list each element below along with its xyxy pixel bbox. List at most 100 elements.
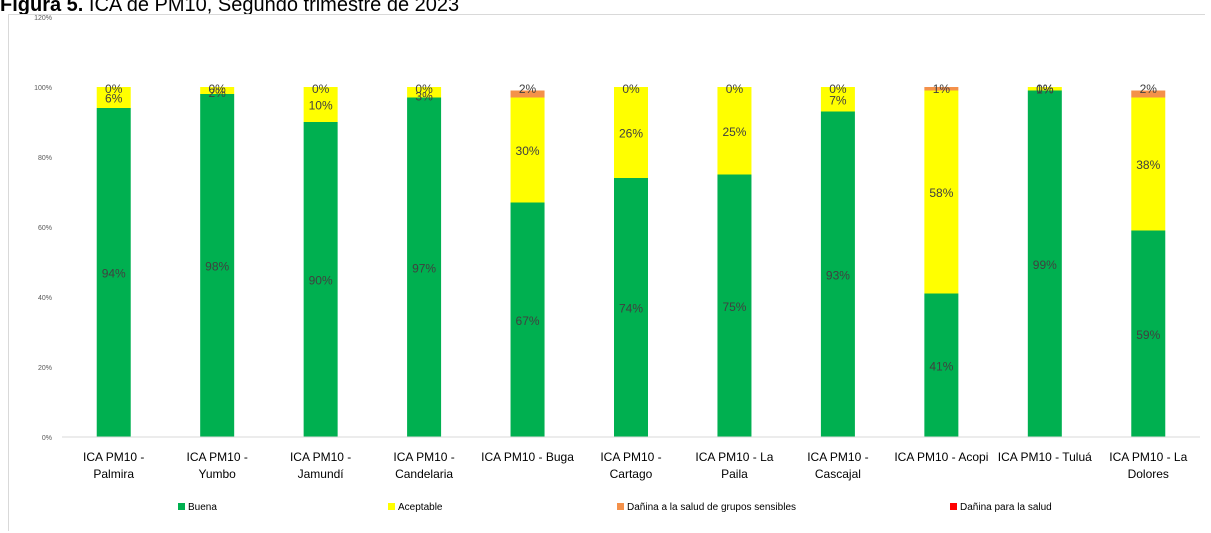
bar-segment [924,90,959,294]
data-label-aceptable: 7% [829,93,847,107]
x-tick-label: Cartago [610,467,653,481]
bar-segment [1131,230,1166,437]
bar-segment [1027,90,1062,437]
x-tick-label: ICA PM10 - [807,450,868,464]
bar-segment [820,111,855,437]
bar-segment [407,87,442,98]
x-tick-label: Dolores [1128,467,1169,481]
x-tick-label: ICA PM10 - Buga [481,450,574,464]
x-tick-label: ICA PM10 - La [695,450,773,464]
data-label-buena: 93% [826,268,850,282]
legend-swatch [388,503,395,510]
legend-label: Dañina a la salud de grupos sensibles [627,502,796,513]
data-label-aceptable: 1% [1036,83,1054,97]
y-tick-label: 40% [38,295,52,302]
legend: Buena Aceptable Dañina a la salud de grupo… [178,502,1052,513]
bars-group [96,87,1166,437]
bar-segment [820,87,855,112]
y-tick-label: 0% [42,435,52,442]
x-tick-label: Jamundí [298,467,345,481]
x-tick-label: ICA PM10 - Acopi [894,450,988,464]
bar-segment [510,97,545,203]
x-tick-label: ICA PM10 - [290,450,351,464]
x-axis: ICA PM10 - Palmira ICA PM10 - Yumbo ICA PM10… [62,436,1200,481]
legend-swatch [178,503,185,510]
bar-segment [96,87,131,108]
x-tick-label: ICA PM10 - La [1109,450,1187,464]
data-label-aceptable: 26% [619,127,643,141]
data-label-sensibles: 1% [933,82,951,96]
x-tick-label: Cascajal [815,467,861,481]
bar-segment [614,87,648,178]
legend-label: Aceptable [398,502,443,513]
bar-segment [1131,97,1166,231]
x-tick-label: ICA PM10 - Tuluá [998,450,1092,464]
data-label-buena: 94% [102,267,126,281]
data-label-sensibles: 0% [105,82,123,96]
data-label-sensibles: 0% [622,82,640,96]
data-label-buena: 67% [516,314,540,328]
data-label-sensibles: 0% [829,82,847,96]
data-label-aceptable: 25% [722,125,746,139]
data-label-aceptable: 3% [415,90,433,104]
bar-segment [510,202,545,437]
y-tick-label: 20% [38,365,52,372]
chart-frame [8,14,1205,531]
bar-segment [200,94,235,437]
data-label-sensibles: 2% [519,82,537,96]
y-tick-label: 120% [34,15,52,22]
data-label-sensibles: 0% [415,82,433,96]
data-label-aceptable: 6% [105,92,123,106]
data-label-sensibles: 0% [312,82,330,96]
data-label-sensibles: 0% [1036,82,1054,96]
legend-label: Dañina para la salud [960,502,1052,513]
bar-segment [303,87,338,122]
legend-swatch [617,503,624,510]
data-label-buena: 41% [929,359,953,373]
figure-caption: ICA de PM10, Segundo trimestre de 2023 [88,0,460,16]
bar-segment [614,178,648,437]
bar-segment [717,87,752,175]
x-tick-label: Candelaria [395,467,453,481]
data-label-aceptable: 38% [1136,158,1160,172]
x-tick-label: Paila [721,467,748,481]
data-label-sensibles: 2% [1140,82,1158,96]
bar-segment [407,97,442,437]
figure-label: Figura 5. [0,0,84,16]
data-label-aceptable: 2% [209,86,227,100]
legend-label: Buena [188,502,217,513]
data-label-aceptable: 58% [929,186,953,200]
data-label-buena: 90% [309,274,333,288]
bar-segment [96,108,131,437]
figure-title: Figura 5. ICA de PM10, Segundo trimestre… [0,0,459,17]
data-label-aceptable: 10% [309,99,333,113]
data-label-buena: 98% [205,260,229,274]
x-tick-label: ICA PM10 - [393,450,454,464]
y-tick-label: 80% [38,155,52,162]
bar-segment [924,293,959,437]
bar-segment [303,122,338,437]
y-tick-label: 60% [38,225,52,232]
data-label-buena: 59% [1136,328,1160,342]
data-label-buena: 74% [619,302,643,316]
data-label-buena: 75% [722,300,746,314]
bar-segment [510,90,545,98]
x-tick-label: ICA PM10 - [83,450,144,464]
x-tick-label: ICA PM10 - [187,450,248,464]
legend-swatch [950,503,957,510]
bar-segment [1131,90,1166,98]
bar-segment [924,87,959,91]
data-labels-group: 94%6%0%98%2%0%90%10%0%97%3%0%67%30%2%74%… [102,82,1161,373]
data-label-sensibles: 0% [726,82,744,96]
y-tick-label: 100% [34,85,52,92]
x-tick-label: Yumbo [199,467,237,481]
bar-segment [1027,87,1062,91]
bar-segment [200,87,235,94]
data-label-aceptable: 30% [516,144,540,158]
data-label-buena: 97% [412,261,436,275]
y-axis: 0% 20% 40% 60% 80% 100% 120% [34,15,52,442]
x-tick-label: Palmira [93,467,134,481]
data-label-sensibles: 0% [209,82,227,96]
bar-segment [717,174,752,437]
